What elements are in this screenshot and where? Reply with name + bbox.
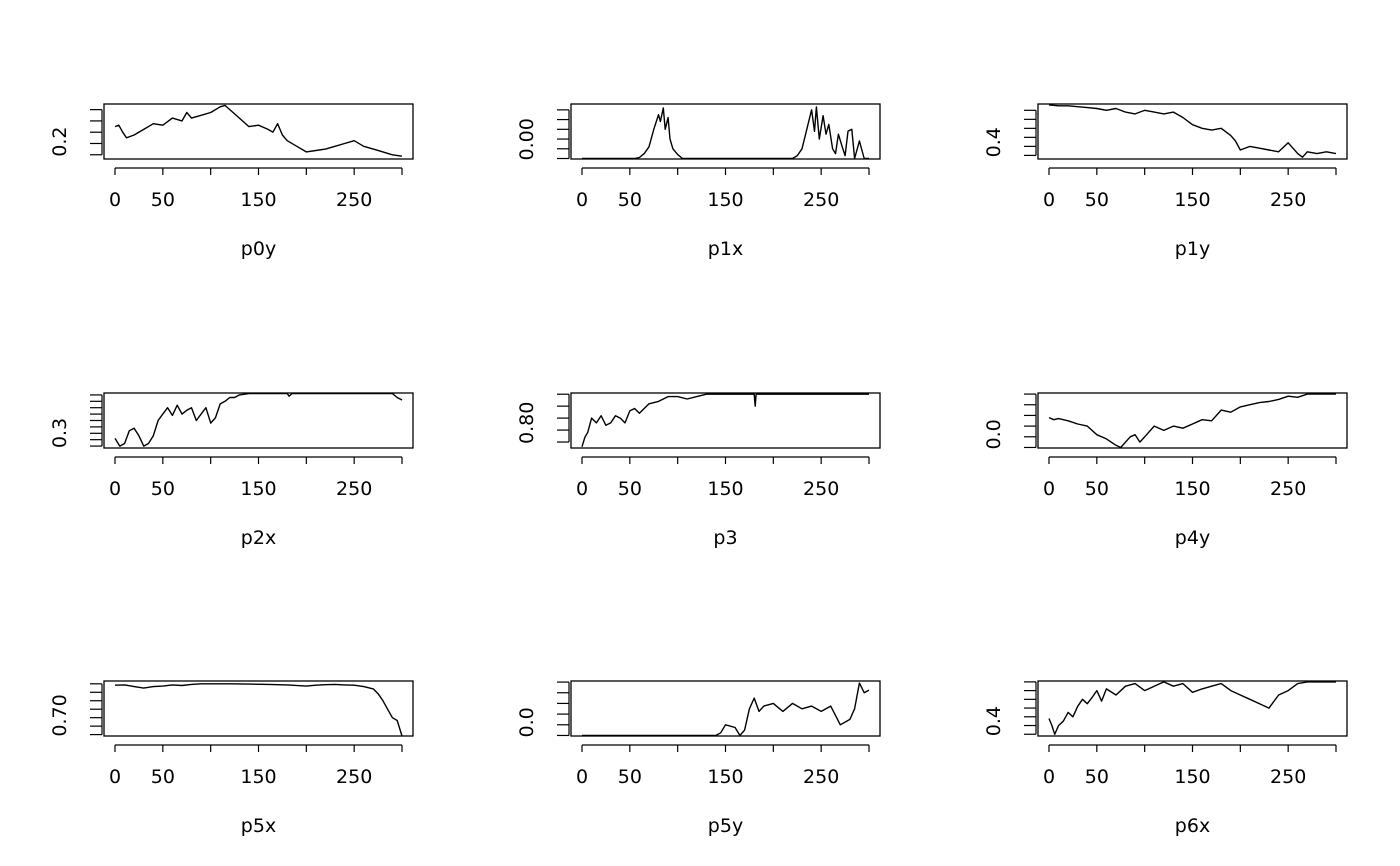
- x-tick-label: 250: [803, 766, 839, 788]
- x-tick-label: 250: [1270, 189, 1306, 211]
- x-tick-label: 50: [151, 189, 175, 211]
- trace-line-p0y: [114, 104, 403, 157]
- x-tick-label: 250: [336, 766, 372, 788]
- x-tick-label: 50: [618, 766, 642, 788]
- x-axis-title: p4y: [1175, 527, 1210, 549]
- x-tick-label: 50: [618, 189, 642, 211]
- x-tick-label: 0: [1043, 478, 1055, 500]
- y-tick-label: 0.0: [983, 419, 1005, 449]
- y-tick-label: 0.00: [516, 118, 538, 160]
- x-tick-label: 250: [803, 189, 839, 211]
- y-tick-label: 0.2: [49, 127, 71, 157]
- plot-box: [570, 680, 881, 737]
- panel-p5x: 0 50 150 250 0.70 p5x: [49, 680, 414, 837]
- x-tick-label: 150: [240, 478, 276, 500]
- trace-line-p1y: [1048, 104, 1337, 158]
- trace-line-p6x: [1048, 681, 1336, 735]
- x-tick-label: 150: [1174, 189, 1210, 211]
- x-tick-label: 50: [1085, 478, 1109, 500]
- x-tick-label: 50: [618, 478, 642, 500]
- panel-p3: 0 50 150 250 0.80 p3: [516, 392, 881, 549]
- plot-box: [1037, 103, 1348, 160]
- x-tick-label: 50: [1085, 189, 1109, 211]
- x-tick-label: 150: [240, 189, 276, 211]
- x-tick-label: 0: [109, 478, 121, 500]
- trace-line-p1x: [582, 106, 869, 160]
- x-tick-label: 250: [1270, 478, 1306, 500]
- x-tick-label: 250: [803, 478, 839, 500]
- x-tick-label: 150: [240, 766, 276, 788]
- plot-box: [1037, 392, 1348, 449]
- x-axis-title: p2x: [241, 527, 276, 549]
- y-tick-label: 0.80: [516, 402, 538, 444]
- panel-p0y: 0 50 150 250 0.2 p0y: [49, 103, 414, 260]
- panel-p6x: 0 50 150 250 0.4 p6x: [983, 680, 1348, 837]
- x-tick-label: 250: [336, 478, 372, 500]
- x-axis-title: p1y: [1175, 238, 1210, 260]
- plot-box: [103, 680, 414, 737]
- plot-box: [1037, 680, 1348, 737]
- x-tick-label: 0: [576, 478, 588, 500]
- x-axis-title: p5x: [241, 815, 276, 837]
- x-tick-label: 0: [576, 766, 588, 788]
- x-tick-label: 150: [707, 478, 743, 500]
- x-tick-label: 50: [1085, 766, 1109, 788]
- x-tick-label: 150: [707, 189, 743, 211]
- trace-line-p3: [581, 393, 869, 448]
- x-axis-title: p1x: [708, 238, 743, 260]
- y-tick-label: 0.70: [49, 694, 71, 736]
- y-tick-label: 0.0: [516, 707, 538, 737]
- x-tick-label: 150: [1174, 766, 1210, 788]
- x-axis-title: p3: [713, 527, 737, 549]
- x-tick-label: 0: [1043, 766, 1055, 788]
- panel-p4y: 0 50 150 250 0.0 p4y: [983, 392, 1348, 549]
- trace-line-p4y: [1048, 393, 1336, 449]
- x-tick-label: 0: [109, 766, 121, 788]
- x-tick-label: 0: [1043, 189, 1055, 211]
- trace-line-p2x: [114, 392, 403, 447]
- panel-p1x: 0 50 150 250 0.00 p1x: [516, 103, 881, 260]
- x-tick-label: 250: [336, 189, 372, 211]
- panel-p1y: 0 50 150 250 0.4 p1y: [983, 103, 1348, 260]
- y-tick-label: 0.4: [983, 127, 1005, 157]
- x-tick-label: 0: [109, 189, 121, 211]
- trace-line-p5x: [114, 683, 403, 737]
- y-tick-label: 0.4: [983, 706, 1005, 736]
- x-tick-label: 0: [576, 189, 588, 211]
- x-axis-title: p0y: [241, 238, 276, 260]
- y-tick-label: 0.3: [49, 418, 71, 448]
- plot-box: [570, 392, 881, 449]
- x-tick-label: 150: [707, 766, 743, 788]
- x-tick-label: 50: [151, 766, 175, 788]
- x-axis-title: p6x: [1175, 815, 1210, 837]
- panel-p5y: 0 50 150 250 0.0 p5y: [516, 680, 881, 837]
- trace-line-p5y: [582, 682, 870, 737]
- x-tick-label: 250: [1270, 766, 1306, 788]
- x-axis-title: p5y: [708, 815, 743, 837]
- x-tick-label: 50: [151, 478, 175, 500]
- plot-box: [103, 103, 414, 160]
- panel-p2x: 0 50 150 250 0.3 p2x: [49, 392, 414, 549]
- x-tick-label: 150: [1174, 478, 1210, 500]
